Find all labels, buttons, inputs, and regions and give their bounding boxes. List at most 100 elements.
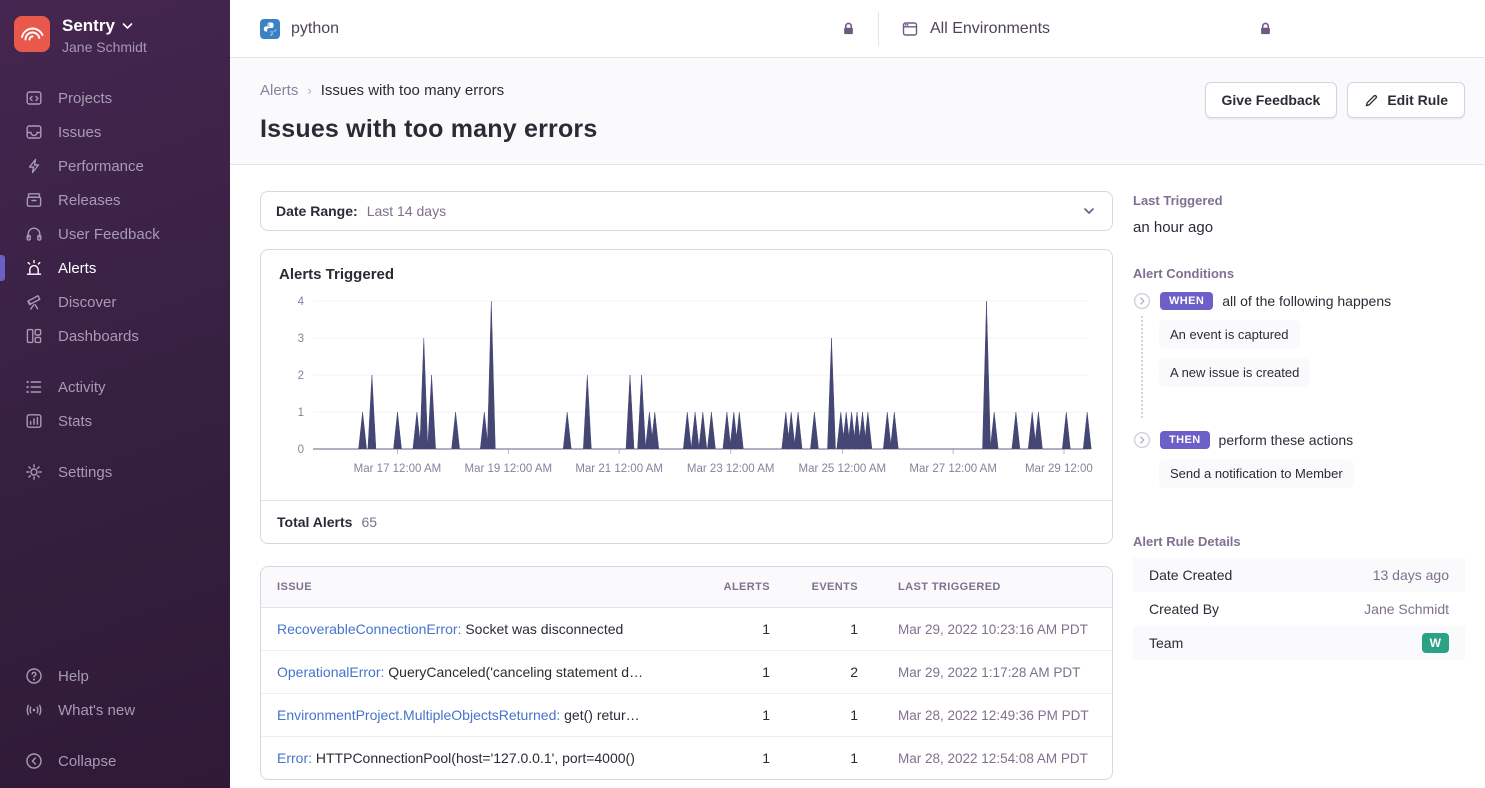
dashboards-icon	[26, 328, 42, 344]
issues-icon	[26, 125, 42, 139]
settings-icon	[26, 464, 42, 480]
sidebar-item-label: Discover	[58, 293, 117, 311]
give-feedback-button[interactable]: Give Feedback	[1204, 82, 1338, 118]
column-header-events: EVENTS	[811, 581, 858, 593]
releases-icon	[26, 193, 42, 207]
sidebar-item-settings[interactable]: Settings	[0, 455, 230, 489]
sidebar-item-label: Releases	[58, 191, 121, 209]
total-alerts-footer: Total Alerts 65	[261, 500, 1112, 543]
total-alerts-label: Total Alerts	[277, 514, 353, 530]
column-header-issue: ISSUE	[277, 581, 313, 593]
sidebar-item-alerts[interactable]: Alerts	[0, 251, 230, 285]
topbar-divider	[878, 11, 879, 46]
chevron-right-circle-icon[interactable]	[1133, 292, 1151, 310]
alerts-count: 1	[762, 707, 770, 723]
help-icon	[26, 668, 42, 684]
environment-name: All Environments	[930, 19, 1051, 37]
column-header-last-triggered: LAST TRIGGERED	[898, 581, 1001, 593]
issue-link[interactable]: OperationalError:	[277, 664, 385, 680]
sidebar-item-projects[interactable]: Projects	[0, 81, 230, 115]
sidebar-item-label: Issues	[58, 123, 102, 141]
issue-link[interactable]: Error:	[277, 750, 312, 766]
sidebar-item-issues[interactable]: Issues	[0, 115, 230, 149]
issue-link[interactable]: RecoverableConnectionError:	[277, 621, 462, 637]
sidebar-item-stats[interactable]: Stats	[0, 404, 230, 438]
alert-rule-sidebar: Last Triggered an hour ago Alert Conditi…	[1133, 191, 1465, 780]
when-text: all of the following happens	[1222, 293, 1392, 309]
sidebar-item-label: Activity	[58, 378, 106, 396]
edit-rule-button[interactable]: Edit Rule	[1347, 82, 1465, 118]
user-name: Jane Schmidt	[62, 39, 147, 55]
last-triggered-timestamp: Mar 28, 2022 12:54:08 AM PDT	[898, 750, 1088, 766]
detail-row-created-by: Created By Jane Schmidt	[1133, 592, 1465, 626]
environment-lock-icon[interactable]	[1258, 21, 1273, 36]
team-avatar-badge[interactable]: W	[1421, 633, 1449, 653]
edit-rule-label: Edit Rule	[1387, 92, 1448, 108]
sidebar-item-discover[interactable]: Discover	[0, 285, 230, 319]
projects-icon	[26, 91, 42, 105]
sidebar-item-releases[interactable]: Releases	[0, 183, 230, 217]
sidebar-item-label: What's new	[58, 701, 136, 719]
sidebar-item-whats-new[interactable]: What's new	[0, 693, 230, 727]
nav-section-gap	[0, 438, 230, 455]
org-switcher[interactable]: Sentry Jane Schmidt	[0, 0, 230, 81]
chart-title: Alerts Triggered	[279, 266, 395, 283]
last-triggered-value: an hour ago	[1133, 219, 1214, 236]
alert-rule-details-table: Date Created 13 days ago Created By Jane…	[1133, 558, 1465, 660]
table-row[interactable]: EnvironmentProject.MultipleObjectsReturn…	[261, 694, 1112, 737]
detail-label: Date Created	[1149, 567, 1233, 583]
alerts-count: 1	[762, 621, 770, 637]
condition-pill: A new issue is created	[1159, 358, 1311, 387]
svg-text:Mar 17 12:00 AM: Mar 17 12:00 AM	[354, 463, 442, 475]
alerts-chart-panel: Alerts Triggered 0 1 2 3 4 Mar 17 12:00 AM Mar…	[260, 249, 1113, 544]
chevron-down-icon	[122, 23, 133, 30]
breadcrumb-separator: ›	[307, 83, 312, 98]
alert-conditions-heading: Alert Conditions	[1133, 266, 1235, 281]
detail-row-date-created: Date Created 13 days ago	[1133, 558, 1465, 592]
condition-pill: An event is captured	[1159, 320, 1300, 349]
org-name: Sentry	[62, 16, 115, 35]
stats-icon	[26, 414, 42, 428]
issues-table-header: ISSUE ALERTS EVENTS LAST TRIGGERED	[261, 567, 1112, 608]
chevron-right-circle-icon[interactable]	[1133, 431, 1151, 449]
sidebar-item-help[interactable]: Help	[0, 659, 230, 693]
table-row[interactable]: OperationalError: QueryCanceled('canceli…	[261, 651, 1112, 694]
total-alerts-value: 65	[361, 514, 378, 530]
nav-section-gap	[0, 727, 230, 744]
sidebar-item-user-feedback[interactable]: User Feedback	[0, 217, 230, 251]
chevron-down-icon	[1084, 208, 1094, 214]
issues-table: ISSUE ALERTS EVENTS LAST TRIGGERED Recov…	[260, 566, 1113, 780]
issue-link[interactable]: EnvironmentProject.MultipleObjectsReturn…	[277, 707, 561, 723]
sentry-logo-icon	[14, 16, 50, 52]
then-badge: THEN	[1160, 431, 1210, 449]
svg-text:0: 0	[298, 444, 304, 456]
events-count: 1	[850, 621, 858, 637]
date-range-dropdown[interactable]: Date Range: Last 14 days	[260, 191, 1113, 231]
discover-icon	[27, 295, 41, 310]
project-lock-icon[interactable]	[841, 21, 856, 36]
svg-text:Mar 27 12:00 AM: Mar 27 12:00 AM	[909, 463, 997, 475]
breadcrumb: Alerts › Issues with too many errors	[260, 82, 597, 99]
issue-description: Socket was disconnected	[465, 621, 624, 637]
date-range-label: Date Range:	[276, 203, 358, 219]
last-triggered-timestamp: Mar 29, 2022 1:17:28 AM PDT	[898, 664, 1081, 680]
sidebar-spacer	[0, 489, 230, 659]
events-count: 1	[850, 707, 858, 723]
breadcrumb-alerts-link[interactable]: Alerts	[260, 82, 299, 99]
conditions-connector-line	[1141, 316, 1143, 418]
python-project-icon	[260, 18, 280, 39]
sidebar-collapse-button[interactable]: Collapse	[0, 744, 230, 778]
broadcast-icon	[26, 704, 42, 716]
activity-icon	[26, 380, 42, 394]
topbar: python All Environments	[230, 0, 1485, 58]
alert-rule-details-heading: Alert Rule Details	[1133, 534, 1241, 549]
table-row[interactable]: Error: HTTPConnectionPool(host='127.0.0.…	[261, 737, 1112, 779]
sidebar-item-dashboards[interactable]: Dashboards	[0, 319, 230, 353]
sidebar-item-activity[interactable]: Activity	[0, 370, 230, 404]
project-selector[interactable]: python	[260, 18, 339, 39]
table-row[interactable]: RecoverableConnectionError: Socket was d…	[261, 608, 1112, 651]
sidebar-item-performance[interactable]: Performance	[0, 149, 230, 183]
pencil-icon	[1366, 94, 1378, 106]
environment-selector[interactable]: All Environments	[901, 20, 1050, 38]
nav-section-gap	[0, 353, 230, 370]
